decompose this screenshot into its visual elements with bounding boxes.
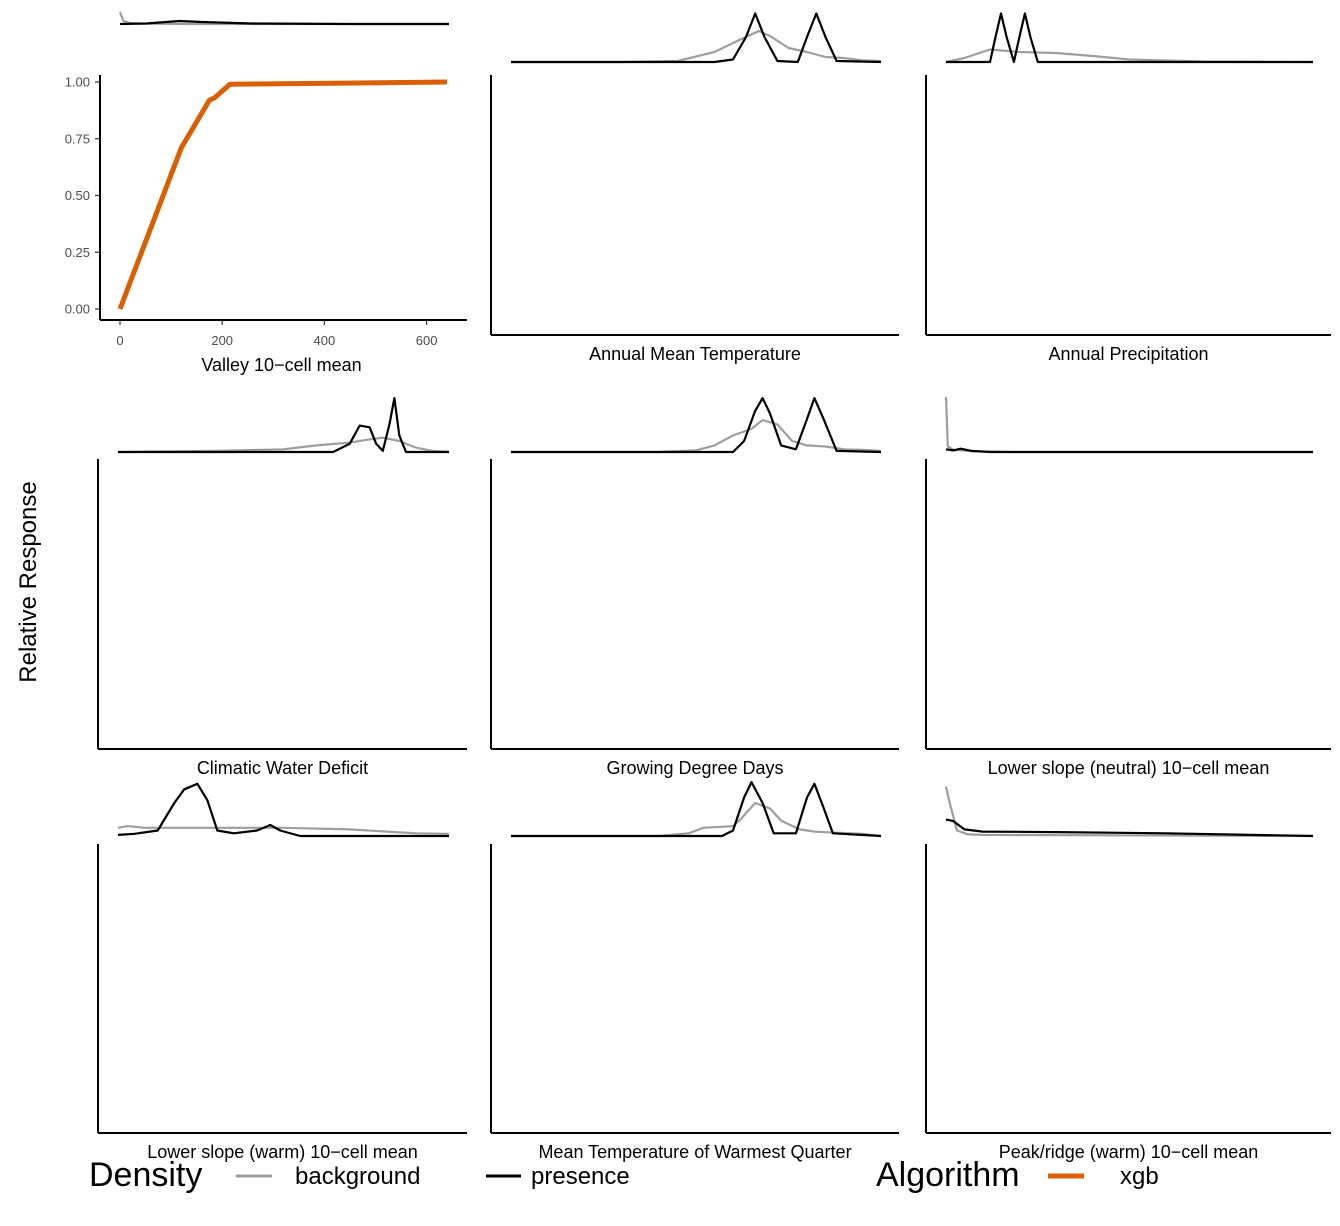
panel-3-density-background: [945, 48, 1314, 64]
panel-6-x-label: Lower slope (neutral) 10−cell mean: [988, 758, 1270, 778]
panel-2: Annual Mean Temperature: [490, 12, 899, 364]
panel-1-x-tick-label-2: 400: [314, 333, 336, 348]
panel-7-x-label: Lower slope (warm) 10−cell mean: [147, 1142, 418, 1162]
panel-4-density-presence: [118, 397, 449, 454]
panel-7-density-presence: [117, 782, 449, 838]
panel-9: Peak/ridge (warm) 10−cell mean: [925, 786, 1331, 1162]
legend-title-algorithm: Algorithm: [876, 1156, 1020, 1194]
panel-9-density-presence: [945, 818, 1314, 838]
facet-panels: Valley 10−cell mean 0 200 400 600 0.00 0.25 0.5…: [65, 11, 1331, 1162]
panel-1-series-xgb: [117, 79, 448, 310]
panel-1-y-tick-label-1: 0.25: [65, 245, 90, 260]
panel-5: Growing Degree Days: [490, 397, 899, 778]
panel-3-density-presence: [946, 12, 1313, 64]
panel-1-y-tick-label-0: 0.00: [65, 302, 90, 317]
y-axis-label: Relative Response: [15, 481, 42, 682]
panel-5-x-label: Growing Degree Days: [606, 758, 783, 778]
panel-1-x-tick-label-1: 200: [211, 333, 233, 348]
panel-7: Lower slope (warm) 10−cell mean: [97, 782, 467, 1162]
panel-4-density-background: [117, 436, 450, 454]
panel-8-x-label: Mean Temperature of Warmest Quarter: [538, 1142, 851, 1162]
panel-5-density-background: [511, 419, 882, 454]
panel-1-x-tick-label-0: 0: [116, 333, 123, 348]
legend-title-density: Density: [89, 1156, 202, 1194]
panel-8-density-presence: [511, 781, 882, 838]
panel-9-density-background: [944, 786, 1314, 838]
panel-1-y-tick-label-2: 0.50: [65, 188, 90, 203]
panel-1: Valley 10−cell mean 0 200 400 600 0.00 0.25 0.5…: [65, 11, 467, 375]
panel-1-density-presence: [119, 19, 449, 26]
panel-7-density-background: [117, 825, 450, 835]
panel-3: Annual Precipitation: [925, 12, 1331, 364]
panel-2-x-label: Annual Mean Temperature: [589, 344, 801, 364]
panel-1-y-tick-label-3: 0.75: [65, 131, 90, 146]
panel-6-density-presence: [945, 447, 1313, 454]
panel-1-x-tick-label-3: 600: [416, 333, 438, 348]
panel-4: Climatic Water Deficit: [97, 397, 467, 778]
legend-key-background: background: [295, 1163, 420, 1190]
panel-1-x-label: Valley 10−cell mean: [201, 355, 361, 375]
panel-5-density-presence: [511, 397, 882, 454]
panel-3-x-label: Annual Precipitation: [1048, 344, 1208, 364]
panel-2-density-presence: [511, 12, 882, 64]
panel-8: Mean Temperature of Warmest Quarter: [490, 781, 899, 1162]
panel-6: Lower slope (neutral) 10−cell mean: [925, 396, 1331, 778]
legend: Density background presence Algorithm xg…: [89, 1156, 1159, 1194]
panel-9-x-label: Peak/ridge (warm) 10−cell mean: [999, 1142, 1259, 1162]
panel-1-y-tick-label-4: 1.00: [65, 75, 90, 90]
panel-4-x-label: Climatic Water Deficit: [197, 758, 368, 778]
legend-key-presence: presence: [531, 1163, 630, 1190]
legend-key-xgb: xgb: [1120, 1163, 1159, 1190]
